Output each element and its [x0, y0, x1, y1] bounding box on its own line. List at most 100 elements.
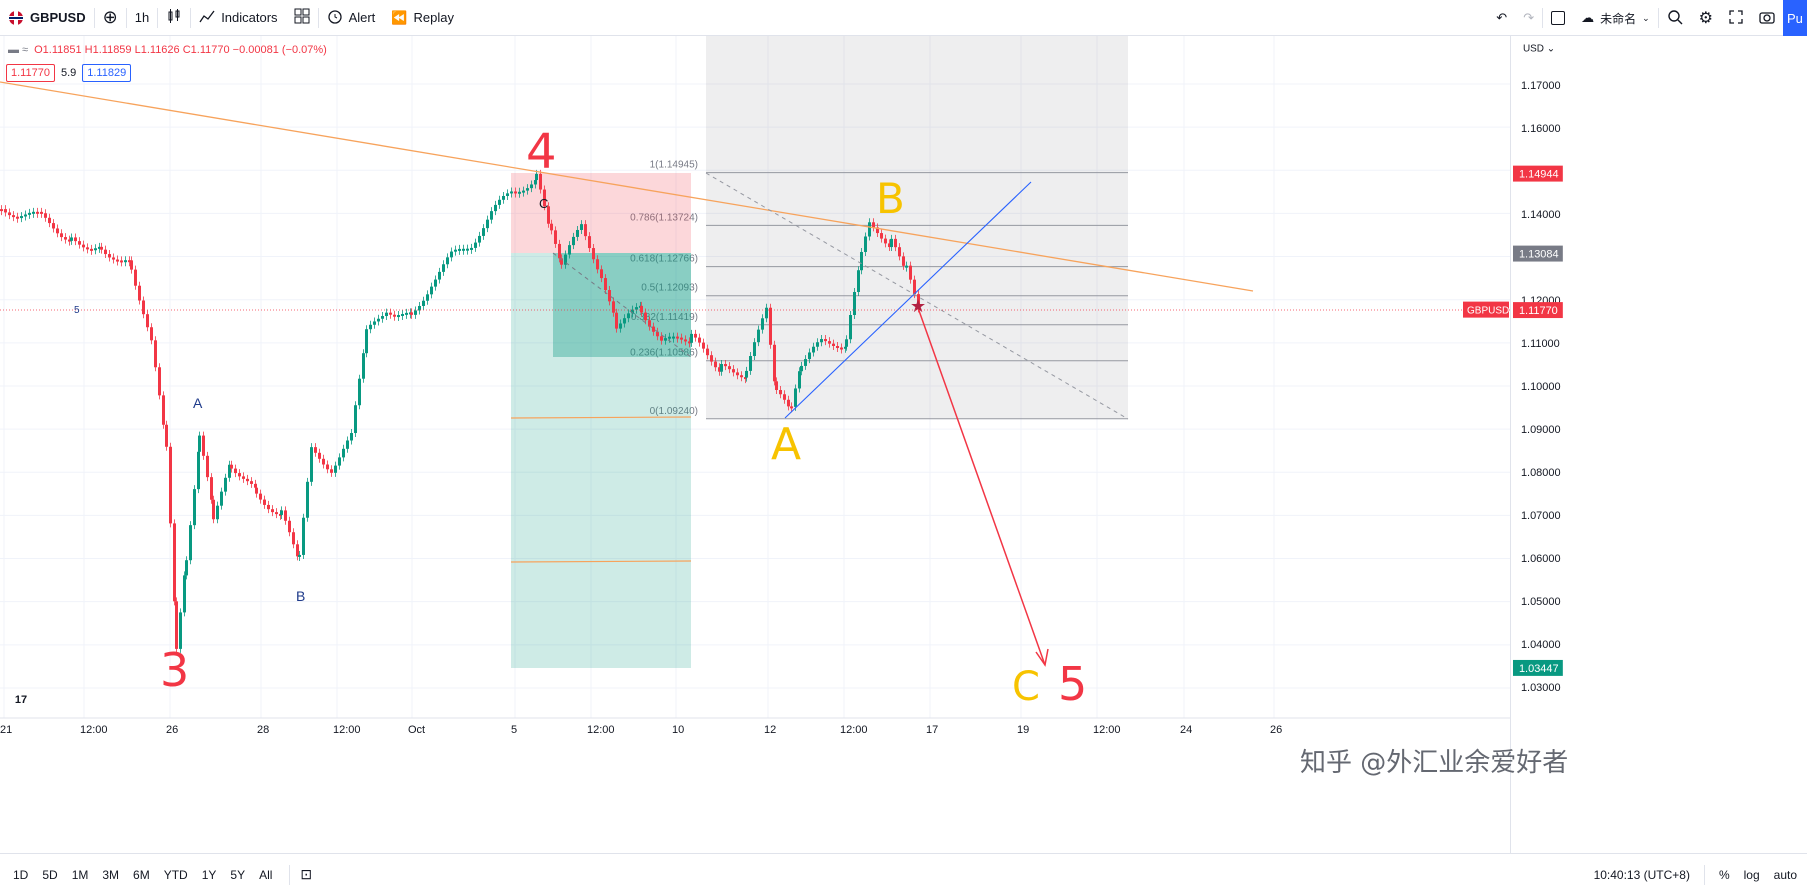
- fib-level-label: 0.5(1.12093): [641, 283, 698, 294]
- range-1d[interactable]: 1D: [13, 867, 29, 882]
- candle-body: [539, 173, 542, 190]
- candle-body: [694, 333, 697, 338]
- candlestick-series: [0, 169, 920, 653]
- range-1m[interactable]: 1M: [71, 867, 89, 882]
- replay-button[interactable]: ⏪ Replay: [383, 0, 462, 36]
- goto-date-icon[interactable]: ⊡: [300, 866, 313, 882]
- price-tag: [1512, 302, 1563, 319]
- range-3m[interactable]: 3M: [102, 867, 120, 882]
- settings-button[interactable]: ⚙: [1691, 0, 1721, 36]
- time-tick-label: 26: [166, 724, 178, 736]
- big-b-label[interactable]: B: [876, 174, 905, 223]
- candle-body: [124, 260, 127, 263]
- candle-body: [804, 359, 807, 366]
- candle-body: [787, 399, 790, 407]
- range-all[interactable]: All: [259, 867, 273, 882]
- quick-search-button[interactable]: [1659, 0, 1691, 36]
- short-position-stop-zone[interactable]: [511, 173, 691, 253]
- price-tag: [1512, 245, 1563, 262]
- indicators-button[interactable]: Indicators: [191, 0, 285, 36]
- currency-label[interactable]: USD ⌄: [1523, 43, 1555, 54]
- candle-body: [210, 477, 213, 500]
- big-a-label[interactable]: A: [771, 419, 801, 470]
- candle-body: [832, 343, 835, 346]
- layout-save-button[interactable]: ☁ 未命名 ⌄: [1573, 0, 1658, 36]
- big-c-label[interactable]: C: [1012, 664, 1040, 710]
- interval-button[interactable]: 1h: [134, 10, 150, 25]
- candle-body: [572, 236, 575, 246]
- candle-body: [718, 367, 721, 372]
- publish-button[interactable]: Pu: [1783, 0, 1807, 36]
- fib-level-label: 0(1.09240): [650, 406, 698, 417]
- candle-body: [220, 491, 223, 506]
- position-orange-line-1[interactable]: [510, 416, 692, 419]
- candle-body: [668, 336, 671, 339]
- wave-3-label[interactable]: 3: [160, 643, 189, 697]
- orange-trendline[interactable]: [0, 81, 1254, 292]
- price-tick-label: 1.05000: [1521, 596, 1561, 608]
- candle-body: [868, 222, 871, 237]
- range-6m[interactable]: 6M: [133, 867, 150, 882]
- legend: ▬ ≈ O1.11851 H1.11859 L1.11626 C1.11770 …: [8, 44, 327, 56]
- fib-retracement-area[interactable]: [706, 36, 1128, 419]
- compare-button[interactable]: ⊕: [95, 0, 126, 36]
- range-5d[interactable]: 5D: [42, 867, 58, 882]
- candle-body: [314, 447, 317, 453]
- candle-body: [197, 451, 200, 490]
- candle-body: [271, 509, 274, 513]
- candle-body: [189, 525, 192, 561]
- position-orange-line-2[interactable]: [510, 560, 692, 563]
- candle-body: [238, 473, 241, 477]
- tradingview-logo[interactable]: 17: [8, 690, 34, 710]
- alert-button[interactable]: Alert: [319, 0, 384, 36]
- candle-body: [284, 510, 287, 521]
- candle-body: [680, 337, 683, 340]
- clock[interactable]: 10:40:13 (UTC+8): [1593, 868, 1690, 882]
- time-tick-label: 17: [926, 724, 938, 736]
- log-toggle[interactable]: log: [1743, 868, 1760, 882]
- expand-icon: [1729, 9, 1743, 27]
- symbol-price-tag: [1463, 301, 1509, 318]
- candle-body: [82, 244, 85, 248]
- wave-4-label[interactable]: 4: [526, 124, 557, 180]
- percent-toggle[interactable]: %: [1718, 868, 1730, 882]
- wave-a-small-label[interactable]: A: [193, 395, 203, 411]
- candle-body: [116, 259, 119, 262]
- short-position-target-zone[interactable]: [511, 253, 691, 668]
- candle-body: [816, 342, 819, 347]
- undo-button[interactable]: ↶: [1488, 0, 1515, 36]
- candle-body: [112, 257, 115, 260]
- buy-price[interactable]: 1.11829: [82, 64, 132, 82]
- price-axis[interactable]: USD ⌄ 1.170001.160001.150001.140001.1300…: [1510, 36, 1807, 853]
- time-axis[interactable]: 21 12:00 26 28 12:00 Oct 5 12:00 10 12 12:00 17 19 12…: [0, 724, 1282, 736]
- wave-b-small-label[interactable]: B: [296, 588, 305, 604]
- eye-icon[interactable]: ▬ ≈: [8, 44, 29, 56]
- time-tick-label: 12:00: [1093, 724, 1121, 736]
- projection-arrow[interactable]: [916, 304, 1046, 666]
- candle-body: [94, 248, 97, 251]
- dashed-diagonal[interactable]: [705, 172, 1129, 420]
- fullscreen-button[interactable]: [1721, 0, 1751, 36]
- symbol-search[interactable]: GBPUSD: [0, 0, 94, 36]
- redo-button[interactable]: ↷: [1515, 0, 1542, 36]
- candle-body: [588, 236, 591, 249]
- candle-body: [48, 217, 51, 224]
- snapshot-button[interactable]: [1751, 0, 1783, 36]
- blue-trendline[interactable]: [784, 181, 1032, 419]
- chart-type-button[interactable]: [158, 0, 190, 36]
- wave-c-small-label[interactable]: C: [539, 196, 548, 211]
- templates-button[interactable]: [286, 0, 318, 36]
- range-1y[interactable]: 1Y: [201, 867, 217, 882]
- candle-body: [206, 455, 209, 478]
- time-tick-label: 24: [1180, 724, 1192, 736]
- top-toolbar: GBPUSD ⊕ 1h Indicators: [0, 0, 1807, 36]
- range-5y[interactable]: 5Y: [230, 867, 246, 882]
- sell-price[interactable]: 1.11770: [6, 64, 55, 82]
- chart-pane[interactable]: 1(1.14945) 0.786(1.13724) 0.618(1.12766) 0.…: [0, 36, 1510, 853]
- fullscreen-layout-button[interactable]: [1543, 0, 1573, 36]
- undo-icon: ↶: [1496, 10, 1508, 25]
- range-ytd[interactable]: YTD: [163, 867, 188, 882]
- wave-5-label[interactable]: 5: [1058, 657, 1087, 711]
- candle-body: [765, 307, 768, 319]
- auto-toggle[interactable]: auto: [1773, 868, 1797, 882]
